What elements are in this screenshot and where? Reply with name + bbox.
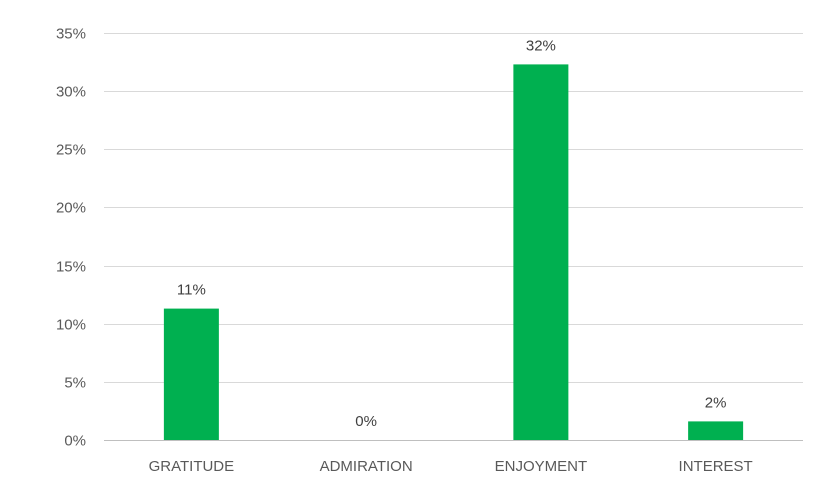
gridlines	[104, 33, 803, 441]
y-tick-label: 30%	[56, 84, 86, 101]
data-labels: 11% 0% 32% 2%	[177, 37, 727, 430]
y-tick-label: 25%	[56, 142, 86, 159]
bar-enjoyment	[513, 64, 569, 440]
x-tick-label: ADMIRATION	[320, 458, 413, 475]
x-tick-label: INTEREST	[679, 458, 753, 475]
y-tick-label: 5%	[64, 375, 86, 392]
data-label: 32%	[526, 37, 556, 54]
y-tick-label: 20%	[56, 200, 86, 217]
x-tick-label: ENJOYMENT	[495, 458, 588, 475]
y-tick-label: 35%	[56, 26, 86, 43]
bars	[163, 64, 744, 440]
data-label: 0%	[355, 413, 377, 430]
y-tick-label: 10%	[56, 317, 86, 334]
bar-interest	[688, 421, 744, 440]
data-label: 2%	[705, 394, 727, 411]
data-label: 11%	[177, 282, 206, 299]
x-axis-ticks: GRATITUDE ADMIRATION ENJOYMENT INTEREST	[149, 458, 753, 475]
y-tick-label: 15%	[56, 259, 86, 276]
y-axis-ticks: 0% 5% 10% 15% 20% 25% 30% 35%	[56, 26, 86, 450]
x-tick-label: GRATITUDE	[149, 458, 235, 475]
y-tick-label: 0%	[64, 433, 86, 450]
bar-gratitude	[163, 308, 219, 440]
